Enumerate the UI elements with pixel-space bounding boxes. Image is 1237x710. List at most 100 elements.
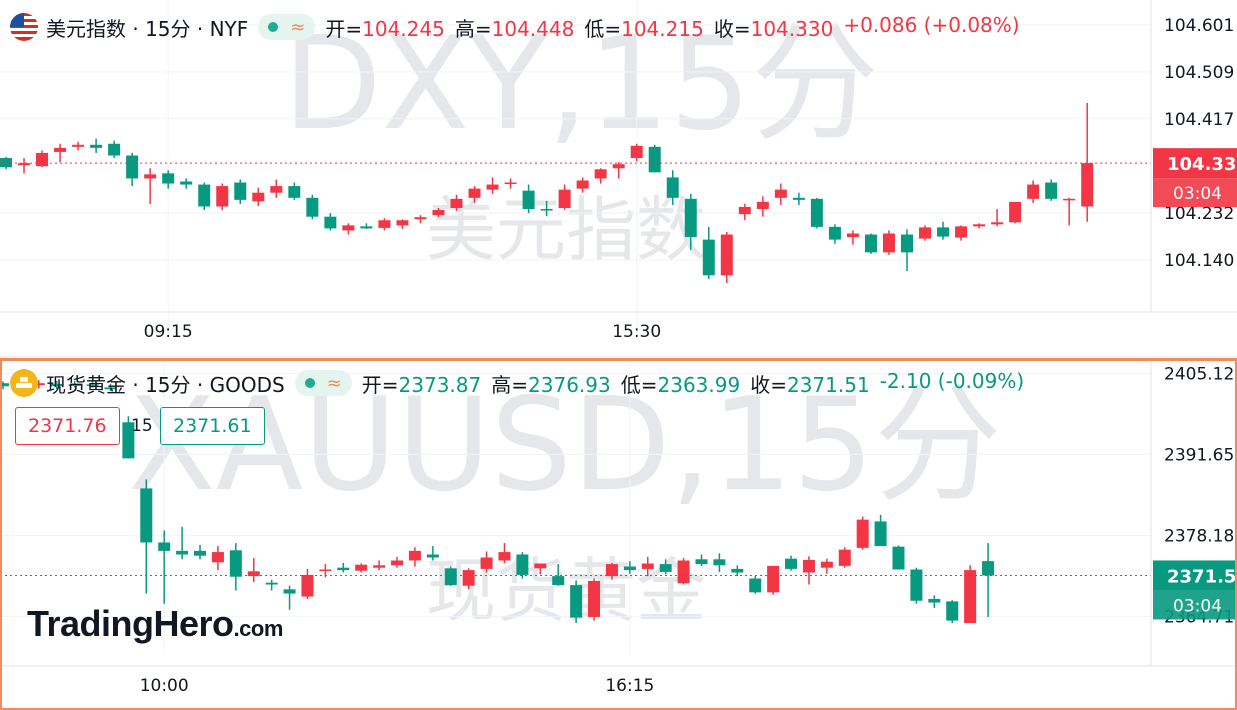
candle — [937, 221, 950, 240]
dxy-symbol[interactable]: 美元指数 · 15分 · NYF — [46, 16, 249, 41]
xauusd-candle-chart[interactable]: 2405.122391.652378.182364.7110:0016:1523… — [0, 361, 1237, 709]
candle-body — [756, 201, 769, 210]
candle-body — [480, 557, 493, 569]
candle-body — [838, 549, 851, 566]
candle — [504, 178, 517, 189]
candle — [594, 168, 607, 184]
dxy-candle-chart[interactable]: 104.601 104.509 104.417 104.232 104.140 09:15… — [0, 0, 1237, 356]
candle-body — [126, 155, 139, 179]
candle-body — [0, 383, 9, 387]
candle-body — [910, 569, 923, 601]
candle — [820, 558, 833, 574]
candle-body — [283, 589, 296, 594]
candle-body — [630, 145, 643, 159]
candle — [126, 152, 139, 187]
candle-body — [901, 234, 913, 253]
candle — [194, 544, 207, 560]
candle — [32, 380, 45, 389]
candle — [588, 578, 601, 621]
candle-body — [874, 521, 887, 547]
candle-body — [176, 550, 189, 555]
candle-body — [892, 546, 905, 570]
candle — [856, 516, 869, 550]
candle-body — [194, 550, 207, 556]
candle — [1027, 180, 1040, 203]
buy-price-button[interactable]: 2371.61 — [160, 407, 265, 445]
candle — [54, 143, 67, 163]
candle-body — [450, 198, 463, 209]
candle — [846, 230, 859, 245]
xauusd-symbol[interactable]: 现货黄金 · 15分 · GOODS — [46, 372, 285, 397]
price-tick-label: 104.509 — [1164, 63, 1234, 83]
candle-body — [774, 189, 787, 198]
gold-bars-icon — [10, 369, 38, 397]
open-label: 开= — [361, 372, 399, 397]
candle — [211, 546, 224, 571]
candle-body — [162, 173, 175, 184]
candle — [288, 182, 301, 200]
candle — [828, 224, 841, 244]
open-value: 2373.87 — [398, 372, 482, 397]
candle — [337, 562, 350, 573]
candle — [919, 225, 932, 241]
low-label: 低= — [620, 372, 658, 397]
candle — [552, 564, 565, 586]
candle — [426, 546, 439, 561]
candle — [684, 193, 697, 250]
price-tick-label: 104.232 — [1164, 204, 1234, 224]
candle — [108, 140, 121, 159]
xauusd-watermark: XAUUSD,15分 — [128, 371, 1002, 520]
dxy-panel[interactable]: DXY,15分 美元指数 104.601 104.509 104.417 104.23… — [0, 0, 1237, 356]
candle-body — [108, 143, 121, 156]
candle-body — [72, 144, 85, 147]
candle — [738, 203, 751, 221]
candle — [756, 196, 769, 217]
candle-body — [32, 383, 45, 386]
candle — [731, 565, 744, 577]
candle — [630, 143, 643, 162]
xauusd-panel[interactable]: XAUUSD,15分 现货黄金 2405.12 2391.65 2378.18 236… — [0, 361, 1237, 709]
candle-body — [731, 568, 744, 573]
candle-body — [928, 598, 941, 603]
candle — [468, 186, 481, 203]
candle-body — [265, 582, 278, 585]
xauusd-status-pill[interactable]: ≈ — [294, 370, 352, 396]
candle — [216, 183, 229, 211]
change-value: -2.10 (-0.09%) — [879, 368, 1025, 393]
candle — [874, 514, 887, 547]
candle — [270, 179, 283, 198]
xauusd-watermark-sub: 现货黄金 — [426, 550, 706, 632]
approx-icon: ≈ — [290, 16, 306, 38]
dxy-status-pill[interactable]: ≈ — [258, 14, 316, 40]
candle — [946, 600, 959, 623]
spread-label: 15 — [131, 416, 153, 436]
candle — [373, 560, 386, 571]
candle-body — [570, 585, 583, 618]
candle-body — [982, 561, 995, 576]
sell-price-button[interactable]: 2371.76 — [15, 407, 120, 445]
dxy-ohlc: 开=104.245 高=104.448 低=104.215 收=104.330 … — [325, 13, 1019, 42]
candle — [802, 556, 815, 585]
candle-body — [919, 227, 932, 239]
candle — [68, 380, 81, 388]
close-label: 收= — [750, 372, 787, 397]
candle-body — [955, 226, 968, 238]
market-open-dot-icon — [268, 22, 279, 32]
candle-body — [486, 184, 499, 190]
candle — [1045, 179, 1058, 201]
candle-body — [767, 565, 780, 593]
candle — [892, 545, 905, 570]
candle — [713, 553, 726, 572]
candle — [198, 182, 211, 211]
candle-body — [414, 217, 427, 220]
candle — [910, 567, 923, 604]
time-tick-label: 10:00 — [140, 676, 189, 696]
candle — [283, 585, 296, 610]
candle-body — [408, 550, 421, 561]
candle — [355, 563, 368, 573]
candle — [666, 170, 679, 205]
candle — [659, 559, 672, 575]
dxy-watermark: DXY,15分 — [283, 10, 879, 159]
candle — [605, 562, 618, 580]
candle — [444, 566, 457, 586]
